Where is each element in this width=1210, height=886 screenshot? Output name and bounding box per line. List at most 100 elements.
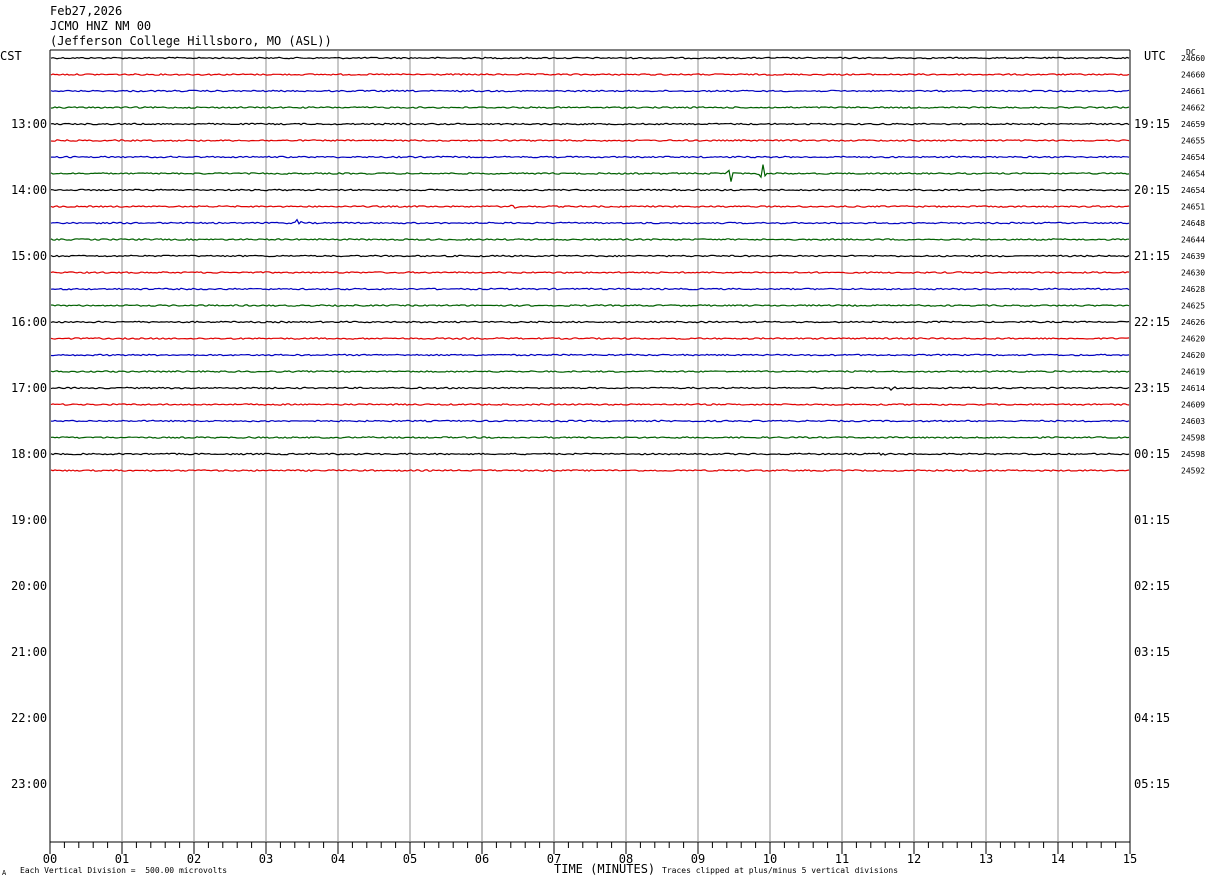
hour-label-left: 20:00	[11, 579, 47, 593]
trace-line	[50, 419, 1130, 423]
trace-line	[50, 56, 1130, 60]
right-timezone-label: UTC	[1144, 49, 1166, 63]
x-tick-label: 06	[475, 852, 489, 866]
vertical-division-note: Each Vertical Division = 500.00 microvol…	[20, 866, 228, 875]
x-tick-label: 07	[547, 852, 561, 866]
trace-line	[50, 337, 1130, 340]
dc-value: 24662	[1181, 104, 1205, 113]
dc-value: 24654	[1181, 153, 1205, 162]
x-tick-label: 02	[187, 852, 201, 866]
trace-line	[50, 370, 1130, 373]
hour-label-left: 21:00	[11, 645, 47, 659]
trace-line	[50, 188, 1130, 192]
corner-mark: A	[2, 869, 7, 877]
dc-value: 24625	[1181, 302, 1205, 311]
trace-line	[50, 353, 1130, 357]
x-tick-label: 13	[979, 852, 993, 866]
dc-value: 24639	[1181, 252, 1205, 261]
trace-line	[50, 386, 1130, 391]
dc-value: 24626	[1181, 318, 1205, 327]
hour-label-left: 13:00	[11, 117, 47, 131]
x-tick-label: 05	[403, 852, 417, 866]
dc-value: 24620	[1181, 351, 1205, 360]
trace-line	[50, 139, 1130, 142]
hour-label-right: 19:15	[1134, 117, 1170, 131]
hour-label-right: 22:15	[1134, 315, 1170, 329]
x-tick-label: 12	[907, 852, 921, 866]
x-tick-label: 11	[835, 852, 849, 866]
dc-value: 24651	[1181, 203, 1205, 212]
hour-label-right: 00:15	[1134, 447, 1170, 461]
hour-label-right: 05:15	[1134, 777, 1170, 791]
trace-line	[50, 271, 1130, 274]
trace-line	[50, 106, 1130, 109]
trace-line	[50, 304, 1130, 307]
trace-line	[50, 403, 1130, 406]
x-tick-label: 00	[43, 852, 57, 866]
hour-label-left: 17:00	[11, 381, 47, 395]
dc-value: 24609	[1181, 401, 1205, 410]
x-tick-label: 08	[619, 852, 633, 866]
dc-value: 24620	[1181, 335, 1205, 344]
dc-value: 24592	[1181, 467, 1205, 476]
trace-line	[50, 218, 1130, 225]
dc-column-label: DC	[1186, 48, 1196, 57]
hour-label-left: 19:00	[11, 513, 47, 527]
dc-value: 24648	[1181, 219, 1205, 228]
dc-value: 24655	[1181, 137, 1205, 146]
dc-value: 24630	[1181, 269, 1205, 278]
trace-line	[50, 204, 1130, 209]
dc-value: 24660	[1181, 71, 1205, 80]
dc-value: 24654	[1181, 170, 1205, 179]
trace-line	[50, 238, 1129, 241]
dc-value: 24598	[1181, 450, 1205, 459]
station-location: (Jefferson College Hillsboro, MO (ASL))	[50, 34, 332, 48]
dc-value: 24644	[1181, 236, 1205, 245]
x-tick-label: 14	[1051, 852, 1065, 866]
hour-label-left: 22:00	[11, 711, 47, 725]
clipping-note: Traces clipped at plus/minus 5 vertical …	[662, 866, 899, 875]
record-date: Feb27,2026	[50, 4, 123, 18]
hour-label-right: 03:15	[1134, 645, 1170, 659]
trace-line	[50, 89, 1130, 93]
hour-label-left: 14:00	[11, 183, 47, 197]
hour-label-left: 16:00	[11, 315, 47, 329]
dc-value: 24659	[1181, 120, 1205, 129]
trace-line	[50, 452, 1130, 456]
trace-line	[50, 469, 1130, 472]
trace-line	[50, 436, 1130, 439]
dc-value: 24661	[1181, 87, 1205, 96]
x-tick-label: 03	[259, 852, 273, 866]
hour-label-right: 23:15	[1134, 381, 1170, 395]
trace-line	[50, 122, 1130, 126]
dc-value: 24614	[1181, 384, 1205, 393]
x-tick-label: 09	[691, 852, 705, 866]
trace-line	[50, 73, 1130, 76]
hour-label-right: 04:15	[1134, 711, 1170, 725]
dc-value: 24603	[1181, 417, 1205, 426]
dc-value: 24660	[1181, 54, 1205, 63]
trace-line	[50, 287, 1130, 291]
hour-label-right: 01:15	[1134, 513, 1170, 527]
x-tick-label: 04	[331, 852, 345, 866]
hour-label-left: 15:00	[11, 249, 47, 263]
trace-line	[50, 254, 1130, 258]
dc-value: 24628	[1181, 285, 1205, 294]
hour-label-left: 18:00	[11, 447, 47, 461]
hour-label-left: 23:00	[11, 777, 47, 791]
hour-label-right: 02:15	[1134, 579, 1170, 593]
hour-label-right: 21:15	[1134, 249, 1170, 263]
dc-value: 24598	[1181, 434, 1205, 443]
dc-value: 24654	[1181, 186, 1205, 195]
x-tick-label: 15	[1123, 852, 1137, 866]
x-axis-label: TIME (MINUTES)	[554, 862, 656, 876]
trace-line	[50, 164, 1130, 182]
left-timezone-label: CST	[0, 49, 22, 63]
dc-value: 24619	[1181, 368, 1205, 377]
x-tick-label: 01	[115, 852, 129, 866]
x-tick-label: 10	[763, 852, 777, 866]
trace-line	[50, 320, 1130, 324]
hour-label-right: 20:15	[1134, 183, 1170, 197]
trace-line	[51, 155, 1130, 159]
